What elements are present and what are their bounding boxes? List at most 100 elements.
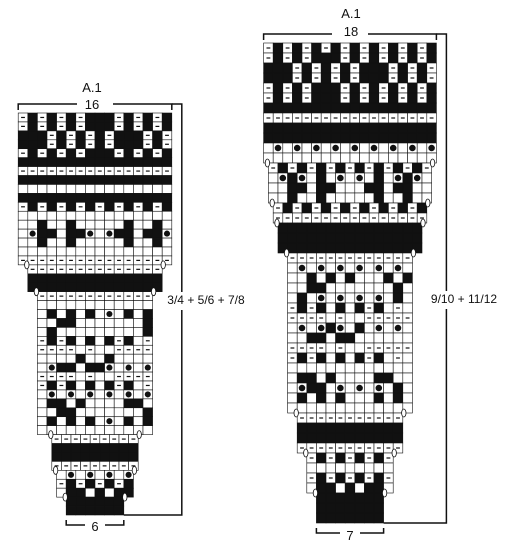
stitch-cell bbox=[287, 372, 298, 384]
stitch-cell-filled bbox=[392, 162, 404, 174]
stitch-cell-filled bbox=[407, 52, 418, 64]
stitch-cell bbox=[402, 332, 413, 344]
stitch-cell-filled bbox=[123, 478, 134, 489]
stitch-cell bbox=[263, 142, 274, 154]
decrease-mark bbox=[52, 465, 59, 475]
stitch-cell bbox=[344, 352, 356, 364]
stitch-cell-filled bbox=[65, 407, 77, 418]
stitch-cell-filled bbox=[46, 121, 57, 132]
stitch-cell-filled bbox=[311, 82, 322, 94]
stitch-cell bbox=[287, 332, 298, 344]
stitch-cell bbox=[383, 462, 394, 474]
brackets bbox=[17, 103, 183, 526]
stitch-cell-filled bbox=[94, 148, 105, 158]
stitch-cell-filled bbox=[27, 148, 38, 158]
stitch-cell bbox=[306, 262, 317, 274]
stitch-cell-filled bbox=[397, 202, 408, 214]
stitch-cell-filled bbox=[123, 112, 134, 123]
stitch-cell-filled bbox=[316, 452, 327, 464]
stitch-cell bbox=[402, 372, 413, 384]
stitch-cell bbox=[354, 192, 365, 204]
stitch-cell bbox=[75, 470, 86, 480]
stitch-cell bbox=[56, 416, 67, 426]
stitch-cell-filled bbox=[407, 132, 418, 144]
decrease-mark bbox=[122, 492, 128, 502]
stitch-cell-filled bbox=[123, 416, 134, 426]
stitch-cell bbox=[37, 425, 48, 435]
stitch-cell-filled bbox=[287, 232, 298, 244]
stitch-cell bbox=[354, 272, 365, 284]
stitch-cell-filled bbox=[272, 62, 284, 74]
stitch-cell-filled bbox=[340, 202, 351, 214]
stitch-cell-filled bbox=[392, 242, 404, 254]
stitch-cell-filled bbox=[128, 443, 139, 453]
stitch-cell bbox=[133, 309, 144, 319]
dot-symbol bbox=[87, 471, 94, 478]
stitch-cell bbox=[316, 462, 327, 474]
stitch-cell-filled bbox=[349, 92, 360, 104]
decrease-mark bbox=[24, 260, 30, 270]
stitch-cell-filled bbox=[412, 242, 423, 254]
dot-symbol bbox=[389, 144, 397, 152]
stitch-cell bbox=[65, 246, 77, 257]
stitch-cell-filled bbox=[46, 282, 57, 292]
dot-symbol bbox=[317, 324, 325, 332]
stitch-cell bbox=[75, 425, 86, 435]
decrease-mark bbox=[48, 430, 54, 440]
stitch-cell-filled bbox=[296, 242, 308, 254]
stitch-cell bbox=[94, 309, 105, 319]
stitch-cell bbox=[113, 389, 125, 400]
stitch-cell bbox=[364, 462, 375, 474]
stitch-cell bbox=[37, 318, 48, 328]
stitch-cell-filled bbox=[392, 232, 404, 244]
stitch-cell bbox=[383, 302, 394, 314]
stitch-cell-filled bbox=[287, 172, 298, 184]
stitch-cell-filled bbox=[320, 52, 332, 64]
decrease-mark bbox=[264, 158, 270, 168]
stitch-cell bbox=[392, 362, 404, 374]
stitch-cell-filled bbox=[104, 380, 115, 391]
stitch-cell-filled bbox=[325, 242, 336, 254]
stitch-cell-filled bbox=[373, 392, 384, 404]
stitch-cell bbox=[306, 392, 317, 404]
stitch-cell-filled bbox=[373, 222, 384, 234]
stitch-cell-filled bbox=[311, 102, 322, 114]
stitch-cell bbox=[412, 192, 423, 204]
stitch-cell-filled bbox=[354, 472, 365, 484]
stitch-cell bbox=[373, 402, 384, 414]
stitch-cell-filled bbox=[123, 336, 134, 346]
stitch-cell-filled bbox=[118, 443, 129, 453]
stitch-cell-filled bbox=[75, 496, 86, 507]
bottom-stitch-count: 6 bbox=[91, 519, 98, 534]
stitch-cell-filled bbox=[349, 82, 360, 94]
stitch-cell-filled bbox=[75, 139, 86, 150]
stitch-cell bbox=[325, 312, 336, 324]
stitch-cell bbox=[292, 152, 303, 164]
stitch-cell-filled bbox=[56, 130, 67, 141]
stitch-cell-filled bbox=[46, 416, 57, 426]
stitch-cell-filled bbox=[65, 202, 77, 212]
stitch-cell-filled bbox=[46, 273, 57, 284]
decrease-mark bbox=[429, 158, 436, 168]
stitch-cell-filled bbox=[142, 318, 153, 328]
stitch-cell bbox=[65, 327, 77, 337]
stitch-cell-filled bbox=[388, 42, 399, 54]
stitch-cell-filled bbox=[407, 122, 418, 134]
stitch-cell bbox=[383, 322, 394, 334]
stitch-cell bbox=[344, 402, 356, 414]
stitch-cell-filled bbox=[37, 273, 48, 284]
stitch-cell bbox=[344, 462, 356, 474]
stitch-cell bbox=[325, 262, 336, 274]
stitch-cell-filled bbox=[104, 193, 115, 203]
stitch-cell bbox=[416, 142, 428, 154]
stitch-cell bbox=[37, 353, 48, 364]
stitch-cell-filled bbox=[142, 273, 153, 284]
stitch-cell-filled bbox=[340, 122, 351, 134]
stitch-cell-filled bbox=[70, 443, 81, 453]
stitch-cell-filled bbox=[296, 422, 308, 434]
stitch-cell-filled bbox=[133, 139, 144, 150]
stitch-cell-filled bbox=[65, 175, 77, 185]
stitch-cell bbox=[104, 425, 115, 435]
stitch-cell-filled bbox=[37, 228, 48, 239]
dot-symbol bbox=[298, 384, 306, 392]
